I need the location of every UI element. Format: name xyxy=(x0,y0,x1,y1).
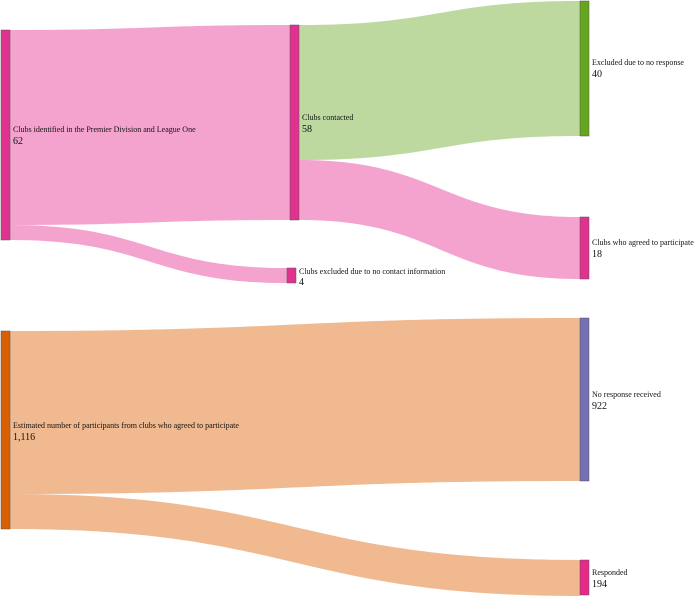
node-estimated-participants[interactable] xyxy=(0,330,11,530)
node-clubs-excluded-contact[interactable] xyxy=(286,267,297,284)
label-responded: Responded xyxy=(592,568,628,577)
node-clubs-agreed[interactable] xyxy=(579,216,590,280)
value-responded: 194 xyxy=(592,579,607,590)
value-clubs-agreed: 18 xyxy=(592,249,602,260)
value-estimated-participants: 1,116 xyxy=(13,432,35,443)
label-clubs-identified: Clubs identified in the Premier Division… xyxy=(13,125,196,134)
link-clubs-contacted-to-excluded-no-response xyxy=(299,1,580,160)
node-responded[interactable] xyxy=(579,559,590,596)
value-clubs-identified: 62 xyxy=(13,136,23,147)
label-excluded-no-response: Excluded due to no response xyxy=(592,58,684,67)
label-estimated-participants: Estimated number of participants from cl… xyxy=(13,421,239,430)
node-clubs-contacted[interactable] xyxy=(289,24,300,221)
link-clubs-contacted-to-clubs-agreed xyxy=(299,160,580,279)
label-clubs-contacted: Clubs contacted xyxy=(302,113,353,122)
value-clubs-contacted: 58 xyxy=(302,124,312,135)
link-clubs-identified-to-clubs-excluded xyxy=(10,225,287,283)
label-clubs-agreed: Clubs who agreed to participate xyxy=(592,238,694,247)
link-participants-to-responded xyxy=(10,494,580,596)
link-clubs-identified-to-clubs-contacted xyxy=(10,25,290,225)
node-clubs-identified[interactable] xyxy=(0,29,11,241)
label-no-response-received: No response received xyxy=(592,390,661,399)
value-excluded-no-response: 40 xyxy=(592,69,602,80)
value-no-response-received: 922 xyxy=(592,401,607,412)
value-clubs-excluded-contact: 4 xyxy=(299,277,304,288)
link-participants-to-no-response xyxy=(10,318,580,494)
label-clubs-excluded-contact: Clubs excluded due to no contact informa… xyxy=(299,267,445,276)
node-no-response-received[interactable] xyxy=(579,317,590,482)
node-excluded-no-response[interactable] xyxy=(579,0,590,137)
